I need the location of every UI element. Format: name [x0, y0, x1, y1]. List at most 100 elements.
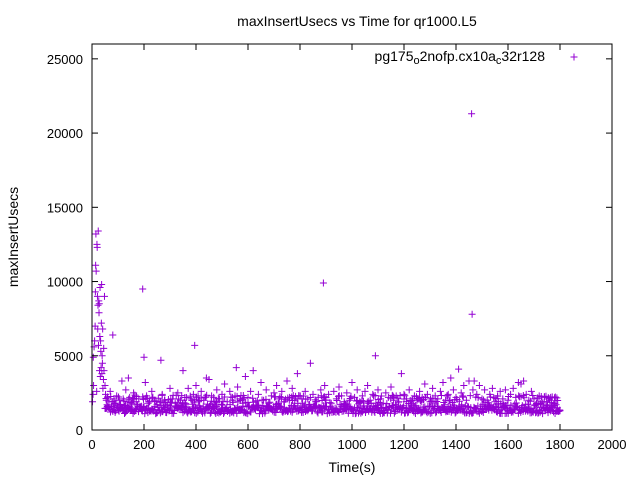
data-point — [97, 337, 105, 345]
data-point — [377, 395, 385, 403]
data-point — [210, 398, 218, 406]
data-point — [512, 393, 520, 401]
data-point — [215, 395, 223, 403]
data-point — [182, 394, 190, 402]
data-point — [436, 387, 444, 395]
data-point — [262, 386, 270, 394]
data-point — [272, 408, 280, 416]
data-point — [486, 390, 494, 398]
data-point — [321, 381, 329, 389]
data-point — [314, 409, 322, 417]
data-point — [141, 378, 149, 386]
data-point — [501, 386, 509, 394]
data-point — [191, 409, 199, 417]
data-point — [397, 408, 405, 416]
data-point — [104, 393, 112, 401]
data-point — [163, 401, 171, 409]
data-point — [280, 398, 288, 406]
data-point — [119, 395, 127, 403]
data-point — [117, 401, 125, 409]
data-point — [169, 395, 177, 403]
data-point — [247, 408, 255, 416]
data-point — [265, 399, 273, 407]
data-point — [460, 381, 468, 389]
data-point — [288, 384, 296, 392]
data-point — [459, 392, 466, 400]
data-point — [241, 373, 249, 381]
data-point — [351, 393, 359, 401]
data-point — [320, 393, 328, 401]
data-point — [382, 389, 390, 397]
data-point — [153, 401, 161, 409]
data-point — [208, 392, 216, 400]
data-point — [469, 386, 477, 394]
data-point — [358, 392, 366, 400]
data-point — [384, 393, 392, 401]
data-point — [99, 325, 107, 333]
data-point — [426, 409, 434, 417]
data-point — [196, 404, 204, 412]
data-point — [149, 393, 157, 401]
data-point — [161, 396, 169, 404]
data-point — [115, 393, 123, 401]
data-point — [404, 409, 412, 417]
data-point — [423, 390, 431, 398]
data-point — [491, 398, 499, 406]
x-tick-label: 1800 — [546, 437, 575, 452]
x-tick-label: 1200 — [390, 437, 419, 452]
data-point — [445, 397, 453, 405]
data-point — [397, 370, 405, 378]
y-tick-label: 10000 — [47, 275, 83, 290]
data-point — [475, 381, 483, 389]
data-point — [113, 392, 121, 400]
x-tick-label: 1000 — [338, 437, 367, 452]
x-tick-label: 800 — [289, 437, 311, 452]
data-point — [106, 387, 114, 395]
data-point — [552, 401, 560, 409]
x-axis-label: Time(s) — [329, 459, 376, 475]
data-point — [481, 386, 489, 394]
data-point — [192, 381, 200, 389]
data-point — [128, 399, 136, 407]
data-point — [97, 364, 105, 372]
data-point — [92, 267, 100, 275]
data-point — [529, 392, 537, 400]
data-point — [540, 393, 548, 401]
data-point — [483, 396, 491, 404]
data-point — [306, 359, 314, 367]
data-point — [473, 390, 481, 398]
data-point — [379, 399, 387, 407]
data-point — [356, 398, 364, 406]
data-point — [187, 395, 195, 403]
data-point — [274, 399, 282, 407]
data-point — [93, 243, 101, 251]
data-point — [217, 400, 225, 408]
data-point — [526, 397, 534, 405]
data-point — [262, 407, 270, 415]
data-point — [525, 396, 533, 404]
x-tick-label: 200 — [133, 437, 155, 452]
data-point — [145, 398, 153, 406]
data-point — [527, 387, 535, 395]
y-tick-label: 5000 — [54, 349, 83, 364]
data-point — [390, 409, 398, 417]
data-point — [95, 300, 103, 308]
y-tick-label: 0 — [76, 423, 83, 438]
data-point — [308, 407, 316, 415]
data-point — [99, 376, 107, 384]
data-point — [103, 401, 111, 409]
data-point — [124, 374, 132, 382]
data-point — [470, 377, 478, 385]
data-point — [266, 398, 274, 406]
data-point — [530, 395, 538, 403]
y-axis-label: maxInsertUsecs — [5, 187, 21, 287]
data-point — [412, 401, 420, 409]
data-point — [126, 393, 134, 401]
data-point — [175, 395, 183, 403]
data-point — [255, 402, 263, 410]
data-point — [410, 392, 418, 400]
data-point — [96, 373, 104, 381]
data-point — [100, 344, 108, 352]
data-point — [327, 399, 335, 407]
